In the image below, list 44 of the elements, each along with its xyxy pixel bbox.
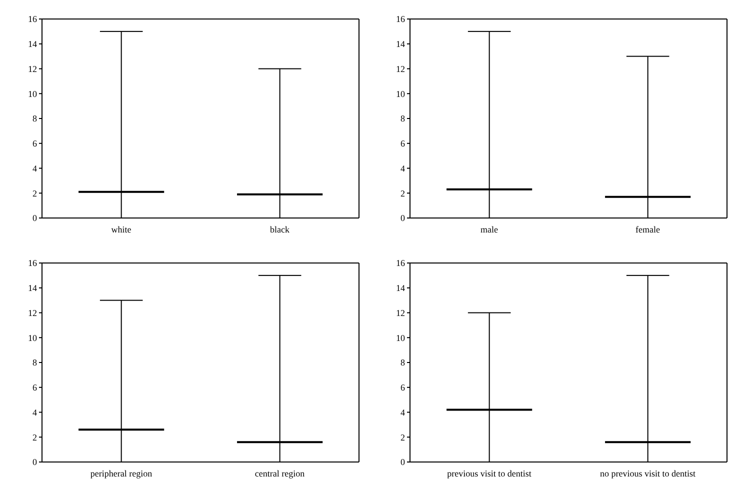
y-tick-label: 6 (32, 382, 38, 393)
y-tick-label: 14 (28, 39, 38, 50)
y-tick-label: 8 (32, 114, 38, 124)
y-tick-label: 16 (28, 258, 38, 268)
y-tick-label: 14 (28, 283, 38, 294)
y-tick-label: 16 (396, 14, 406, 24)
x-tick-label: previous visit to dentist (447, 468, 532, 478)
y-tick-label: 12 (28, 308, 37, 318)
y-tick-label: 8 (32, 358, 38, 368)
y-tick-label: 14 (396, 283, 406, 294)
y-tick-label: 0 (32, 457, 38, 468)
y-tick-label: 16 (28, 14, 38, 24)
y-tick-label: 2 (32, 188, 37, 198)
y-tick-label: 8 (400, 114, 406, 124)
y-tick-label: 4 (400, 407, 406, 418)
x-tick-label: black (270, 224, 290, 234)
y-tick-label: 4 (32, 163, 38, 174)
x-tick-label: male (480, 224, 498, 234)
y-tick-label: 6 (400, 138, 406, 149)
y-tick-label: 12 (28, 64, 37, 74)
x-tick-label: no previous visit to dentist (600, 468, 696, 478)
y-tick-label: 12 (396, 64, 405, 74)
y-tick-label: 8 (400, 358, 406, 368)
x-tick-label: female (636, 224, 660, 234)
y-tick-label: 10 (396, 332, 406, 343)
x-tick-label: peripheral region (90, 468, 153, 478)
y-tick-label: 16 (396, 258, 406, 268)
y-tick-label: 10 (28, 88, 38, 99)
x-tick-label: central region (254, 468, 306, 478)
y-tick-label: 10 (396, 88, 406, 99)
y-tick-label: 10 (28, 332, 38, 343)
y-tick-label: 6 (32, 138, 38, 149)
y-tick-label: 4 (32, 407, 38, 418)
y-tick-label: 12 (396, 308, 405, 318)
x-tick-label: white (111, 224, 132, 234)
y-tick-label: 0 (32, 213, 38, 224)
y-tick-label: 14 (396, 39, 406, 50)
y-tick-label: 2 (400, 188, 405, 198)
y-tick-label: 0 (400, 457, 406, 468)
y-tick-label: 6 (400, 382, 406, 393)
y-tick-label: 0 (400, 213, 406, 224)
y-tick-label: 2 (400, 432, 405, 442)
y-tick-label: 2 (32, 432, 37, 442)
y-tick-label: 4 (400, 163, 406, 174)
